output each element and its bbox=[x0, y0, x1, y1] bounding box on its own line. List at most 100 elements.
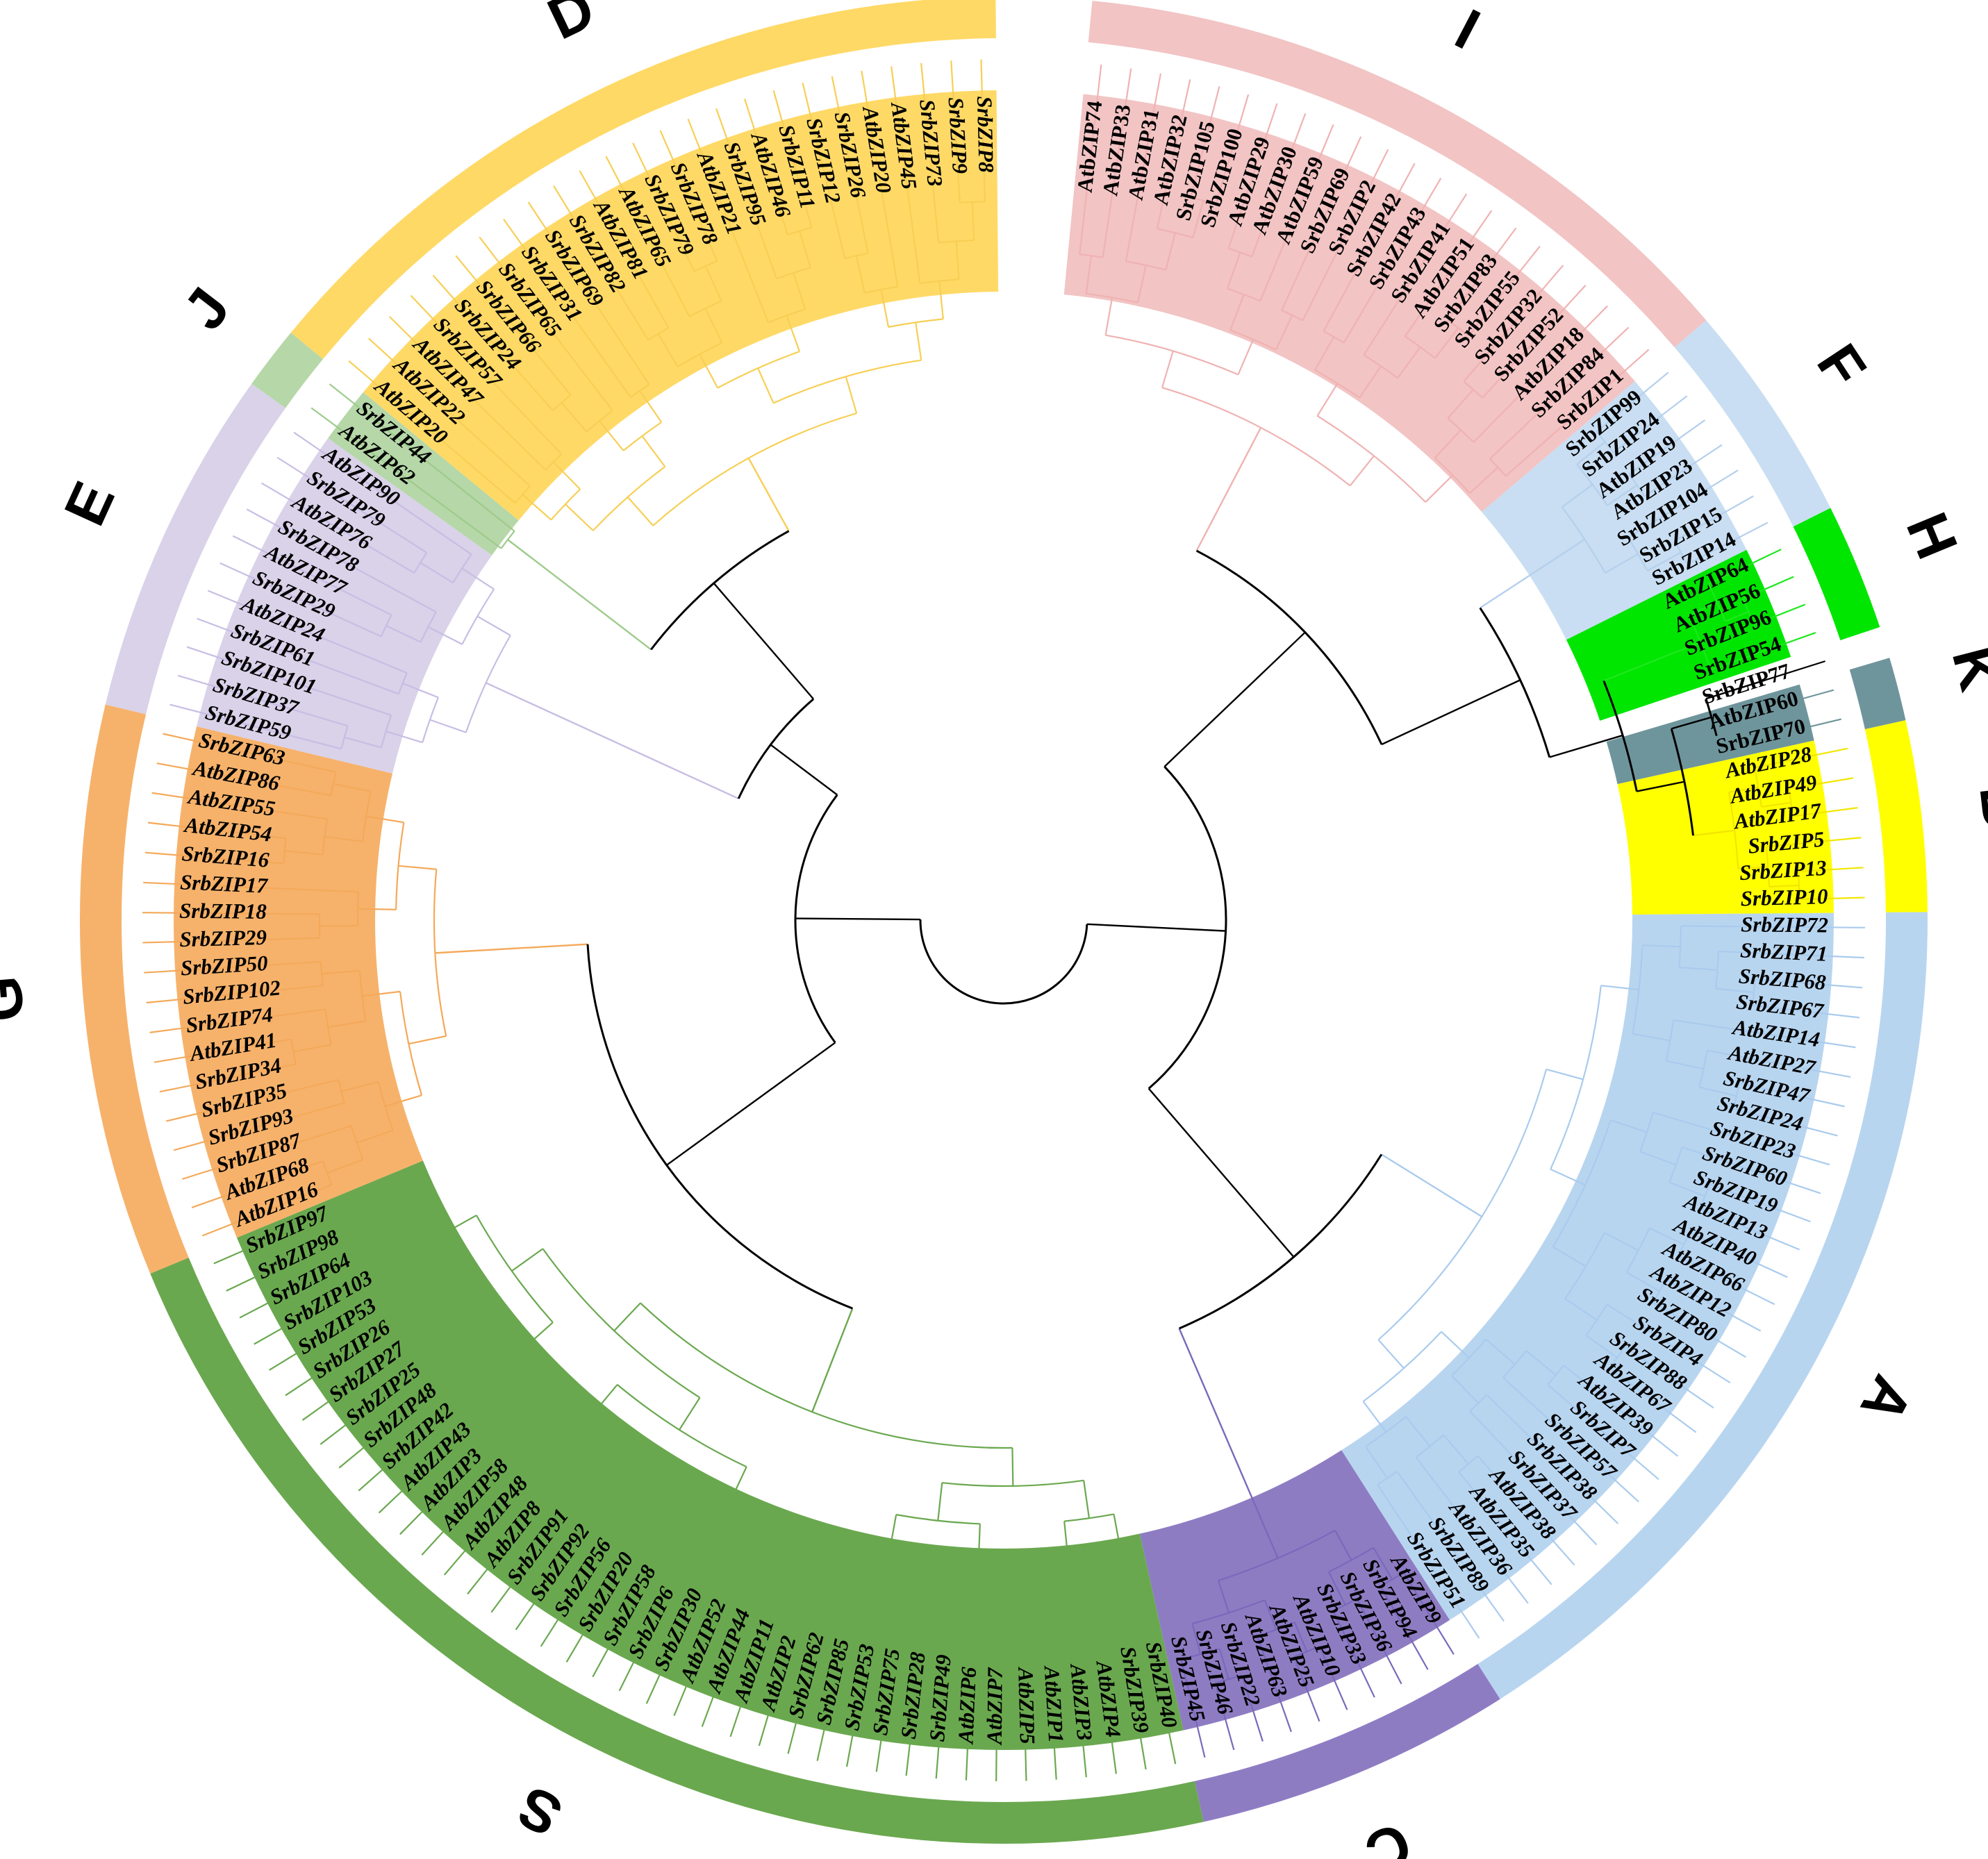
leaf-branch bbox=[1267, 1666, 1292, 1733]
internal-branch bbox=[1349, 455, 1375, 487]
internal-branch bbox=[1585, 1335, 1618, 1358]
internal-branch bbox=[371, 658, 408, 674]
internal-branch bbox=[1652, 1301, 1687, 1323]
internal-branch bbox=[1356, 1598, 1375, 1633]
internal-branch bbox=[402, 683, 439, 699]
leaf-branch bbox=[358, 1395, 466, 1492]
leaf-label: SrbZIP71 bbox=[1740, 937, 1828, 965]
internal-branch bbox=[1682, 1146, 1719, 1160]
internal-arc bbox=[638, 1538, 689, 1567]
leaf-branch bbox=[410, 294, 536, 427]
internal-branch bbox=[1716, 987, 1755, 994]
backbone-branch bbox=[1693, 829, 1735, 837]
group-ring-C bbox=[1194, 1664, 1500, 1822]
internal-branch bbox=[308, 1206, 345, 1223]
leaf-branch bbox=[1731, 549, 1782, 574]
internal-branch bbox=[1469, 467, 1499, 494]
internal-branch bbox=[1241, 1675, 1251, 1701]
internal-branch bbox=[1264, 1599, 1277, 1631]
leaf-branch bbox=[540, 1558, 598, 1647]
leaf-branch bbox=[553, 185, 629, 308]
internal-branch bbox=[1227, 252, 1241, 289]
internal-branch bbox=[1323, 297, 1343, 332]
internal-branch bbox=[613, 1613, 628, 1639]
internal-branch bbox=[1505, 450, 1535, 477]
internal-branch bbox=[1180, 1658, 1190, 1690]
internal-branch bbox=[937, 1483, 943, 1521]
leaf-branch bbox=[503, 218, 609, 367]
internal-branch bbox=[1755, 978, 1794, 983]
leaf-branch bbox=[1302, 1681, 1320, 1722]
group-ring-E bbox=[105, 383, 286, 715]
group-ring bbox=[79, 0, 1928, 1844]
internal-branch bbox=[1458, 1472, 1484, 1502]
leaf-branch bbox=[965, 1637, 973, 1781]
leaf-branch bbox=[239, 1251, 367, 1319]
internal-branch bbox=[729, 1466, 747, 1502]
leaf-branch bbox=[1655, 1367, 1714, 1409]
internal-branch bbox=[314, 1125, 351, 1138]
leaf-branch bbox=[1689, 1122, 1830, 1166]
tree-branches bbox=[142, 59, 1865, 1781]
internal-branch bbox=[872, 1589, 881, 1627]
internal-branch bbox=[1486, 1394, 1515, 1422]
internal-branch bbox=[1085, 256, 1093, 294]
internal-branch bbox=[1632, 1033, 1671, 1042]
group-ring-K bbox=[1849, 658, 1906, 730]
leaf-branch bbox=[144, 851, 246, 862]
leaf-branch bbox=[1718, 1158, 1821, 1194]
internal-branch bbox=[1377, 1339, 1405, 1369]
internal-branch bbox=[663, 1519, 683, 1554]
internal-branch bbox=[1485, 1338, 1516, 1365]
internal-branch bbox=[1131, 1549, 1141, 1587]
internal-arc bbox=[283, 838, 287, 864]
internal-branch bbox=[333, 783, 371, 792]
internal-branch bbox=[1425, 474, 1454, 503]
internal-branch bbox=[326, 1158, 363, 1174]
internal-branch bbox=[1104, 297, 1113, 335]
leaf-branch bbox=[1775, 689, 1834, 707]
internal-branch bbox=[835, 221, 846, 259]
internal-branch bbox=[845, 376, 858, 414]
leaf-branch bbox=[276, 456, 395, 533]
internal-branch bbox=[427, 626, 463, 645]
internal-branch bbox=[385, 1094, 422, 1108]
internal-branch bbox=[1404, 304, 1427, 337]
internal-branch bbox=[1707, 1049, 1746, 1058]
internal-branch bbox=[1718, 950, 1757, 954]
internal-arc bbox=[688, 300, 722, 317]
internal-branch bbox=[618, 1539, 640, 1573]
leaf-branch bbox=[605, 156, 673, 283]
internal-branch bbox=[649, 294, 670, 328]
internal-branch bbox=[1739, 1082, 1778, 1092]
leaf-branch bbox=[1470, 227, 1517, 290]
leaf-branch bbox=[169, 703, 305, 740]
internal-branch bbox=[491, 1449, 519, 1479]
internal-branch bbox=[915, 322, 922, 360]
leaf-branch bbox=[1348, 1644, 1375, 1698]
internal-arc bbox=[773, 359, 922, 404]
leaf-branch bbox=[293, 431, 440, 533]
group-ring-I bbox=[1088, 1, 1707, 348]
internal-branch bbox=[1447, 288, 1472, 321]
leaf-branch bbox=[1425, 210, 1493, 306]
internal-branch bbox=[1161, 351, 1174, 388]
leaf-branch bbox=[1319, 149, 1389, 287]
leaf-branch bbox=[254, 1292, 345, 1345]
internal-branch bbox=[1373, 1547, 1393, 1580]
internal-branch bbox=[835, 1581, 846, 1619]
leaf-branch bbox=[673, 1619, 715, 1717]
internal-branch bbox=[1612, 430, 1643, 453]
internal-branch bbox=[286, 1160, 324, 1175]
internal-branch bbox=[358, 1294, 392, 1317]
internal-branch bbox=[547, 1397, 574, 1427]
internal-arc bbox=[1048, 1556, 1088, 1562]
internal-branch bbox=[677, 236, 695, 272]
internal-branch bbox=[1109, 1553, 1117, 1592]
internal-branch bbox=[1563, 1365, 1594, 1390]
leaf-branch bbox=[455, 255, 547, 367]
internal-branch bbox=[429, 719, 467, 733]
leaf-branch bbox=[1756, 952, 1864, 959]
group-label-B: B bbox=[1967, 782, 1988, 831]
internal-branch bbox=[481, 1332, 513, 1358]
